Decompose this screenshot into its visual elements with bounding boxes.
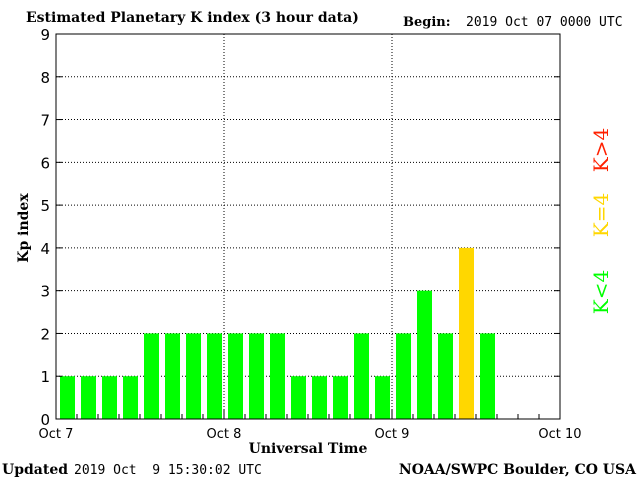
legend-k-lt-4: K<4 [589,270,613,314]
chart-title: Estimated Planetary K index (3 hour data… [26,10,359,26]
kp-bar [354,333,369,419]
x-tick-label: Oct 8 [207,427,242,442]
legend-k-eq-4: K=4 [589,193,613,237]
kp-bar [417,290,432,419]
kp-bar [438,333,453,419]
kp-bar [165,333,180,419]
kp-bar [186,333,201,419]
x-axis-label: Universal Time [249,441,368,457]
kp-bar [123,376,138,419]
kp-bar [375,376,390,419]
updated-label: Updated [2,462,68,478]
x-tick-label: Oct 9 [375,427,410,442]
kp-bar [312,376,327,419]
begin-value: 2019 Oct 07 0000 UTC [466,15,623,30]
x-tick-label: Oct 10 [538,427,581,442]
y-tick-label: 1 [40,368,50,386]
kp-bar [480,333,495,419]
y-tick-label: 0 [40,411,50,429]
kp-bar [333,376,348,419]
kp-bar [60,376,75,419]
y-tick-label: 9 [40,26,50,44]
y-tick-label: 8 [40,69,50,87]
x-tick-labels: Oct 7 Oct 8 Oct 9 Oct 10 [39,427,582,442]
y-tick-label: 4 [40,240,50,258]
legend-k-gt-4: K>4 [589,128,613,172]
y-tick-labels: 0 1 2 3 4 5 6 7 8 9 [40,26,50,429]
kp-bar [291,376,306,419]
plot-frame [55,33,561,420]
kp-bar [396,333,411,419]
y-tick-label: 7 [40,112,50,130]
kp-bar [249,333,264,419]
updated-value: 2019 Oct 9 15:30:02 UTC [74,463,262,478]
bars [60,247,495,419]
kp-bar [102,376,117,419]
y-tick-label: 6 [40,154,50,172]
kp-bar [81,376,96,419]
y-axis-label: Kp index [16,193,32,263]
y-tick-label: 5 [40,197,50,215]
source-credit: NOAA/SWPC Boulder, CO USA [399,462,637,478]
y-tick-label: 2 [40,325,50,343]
y-tick-label: 3 [40,283,50,301]
kp-bar [144,333,159,419]
begin-label: Begin: [403,15,451,30]
x-tick-label: Oct 7 [39,427,74,442]
kp-bar [270,333,285,419]
kp-bar [207,333,222,419]
kp-bar [459,247,474,419]
kp-bar [228,333,243,419]
